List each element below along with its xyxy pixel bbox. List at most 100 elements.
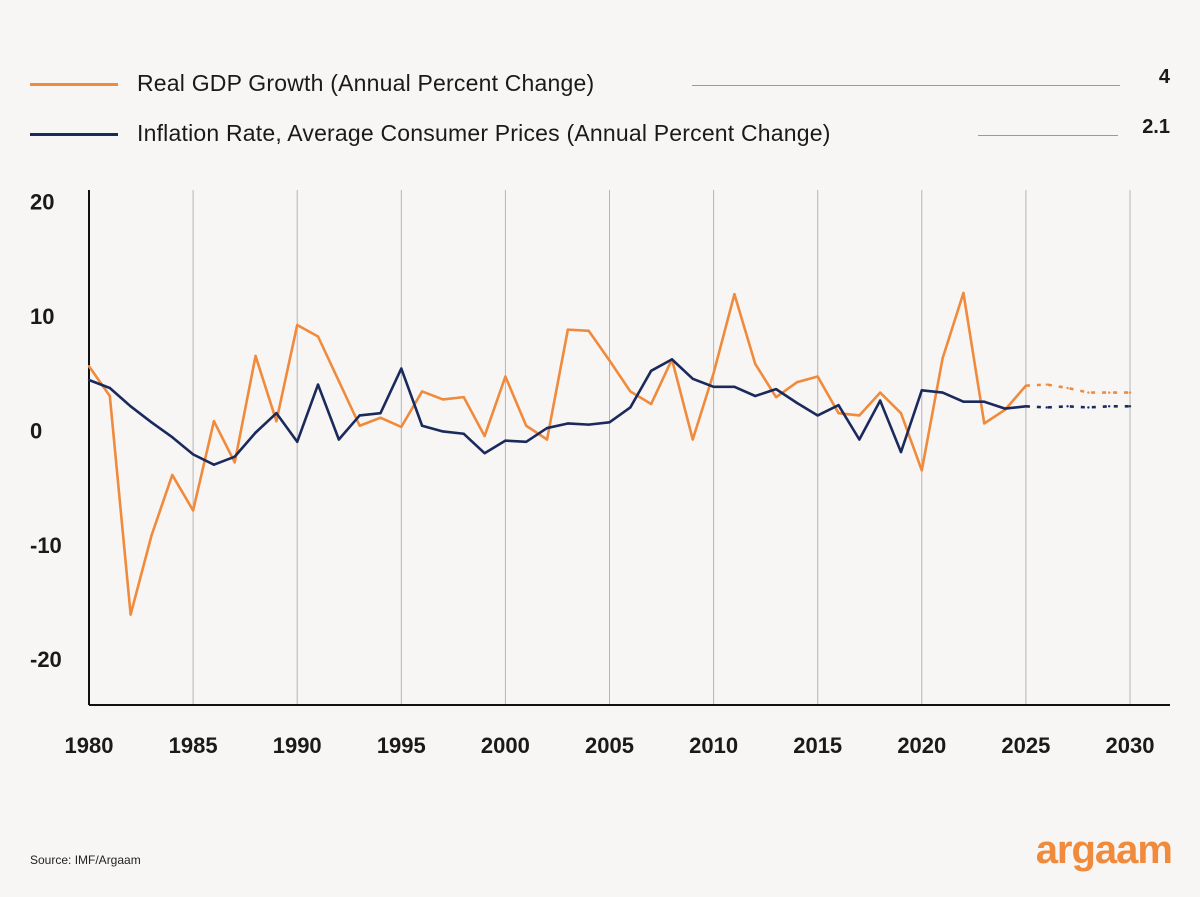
axes xyxy=(88,190,1170,706)
argaam-logo: argaam xyxy=(1035,828,1173,872)
data-point xyxy=(566,422,570,425)
data-point xyxy=(337,438,341,441)
data-point xyxy=(691,438,694,441)
x-tick-label: 2025 xyxy=(1001,733,1050,758)
data-point xyxy=(212,463,216,466)
data-point xyxy=(733,385,736,389)
data-point xyxy=(545,426,549,430)
data-point xyxy=(1066,405,1069,408)
data-point xyxy=(858,438,861,441)
data-point xyxy=(379,416,382,419)
legend-value-gdp: 4 xyxy=(1158,66,1170,88)
data-point xyxy=(733,292,736,296)
series-line-inflation xyxy=(88,358,1027,466)
data-point xyxy=(191,453,195,456)
data-point xyxy=(899,450,903,454)
grid-lines xyxy=(192,190,1131,705)
x-tick-label: 2010 xyxy=(689,733,738,758)
data-point xyxy=(379,411,382,415)
x-tick-label: 2005 xyxy=(585,733,634,758)
data-point xyxy=(858,414,861,417)
data-point xyxy=(920,389,923,392)
data-point xyxy=(962,291,965,295)
data-point xyxy=(608,421,611,424)
legend-swatch-inflation xyxy=(30,133,118,136)
data-point xyxy=(837,403,840,407)
data-point xyxy=(525,440,528,443)
data-point xyxy=(941,357,944,360)
x-tick-label: 2030 xyxy=(1106,733,1155,758)
y-tick-label: -10 xyxy=(30,533,62,558)
data-point xyxy=(254,354,257,358)
data-point xyxy=(1003,407,1007,410)
data-point xyxy=(129,613,132,616)
data-point xyxy=(754,394,757,398)
data-point xyxy=(525,424,528,427)
y-tick-label: -20 xyxy=(30,647,62,672)
data-point xyxy=(962,400,965,403)
data-point xyxy=(816,375,819,378)
data-point xyxy=(316,383,320,386)
data-point xyxy=(358,414,361,417)
source-note: Source: IMF/Argaam xyxy=(30,853,141,867)
x-tick-label: 2015 xyxy=(793,733,842,758)
data-point xyxy=(649,402,653,406)
y-tick-label: 0 xyxy=(30,418,42,443)
data-point xyxy=(483,434,486,438)
data-point xyxy=(462,432,465,435)
data-point xyxy=(296,323,299,327)
data-point xyxy=(712,385,715,389)
data-point xyxy=(878,391,882,394)
data-point xyxy=(171,473,174,477)
data-point xyxy=(1045,406,1048,409)
y-tick-label: 20 xyxy=(30,189,54,214)
data-point xyxy=(275,419,278,423)
data-point xyxy=(1087,406,1090,409)
data-point xyxy=(275,411,278,415)
legend-value-inflation: 2.1 xyxy=(1142,116,1170,138)
data-point xyxy=(670,358,674,361)
data-point xyxy=(441,398,445,401)
data-point xyxy=(1045,383,1048,386)
x-tick-label: 2000 xyxy=(481,733,530,758)
data-point xyxy=(545,438,549,441)
data-point xyxy=(150,421,153,424)
data-point xyxy=(837,411,840,415)
data-point xyxy=(774,395,778,399)
data-point xyxy=(795,401,799,405)
legend-swatch-gdp xyxy=(30,83,118,86)
data-point xyxy=(358,424,361,427)
data-point xyxy=(1107,405,1111,408)
legend-label-gdp: Real GDP Growth (Annual Percent Change) xyxy=(137,70,595,96)
data-point xyxy=(254,431,257,434)
tick-labels: 1980 1985 1990 1995 2000 2005 2010 2015 2020 2025… xyxy=(30,189,1154,758)
data-point xyxy=(337,379,341,383)
data-point xyxy=(129,405,132,408)
data-point xyxy=(296,440,299,443)
data-point xyxy=(983,422,986,425)
data-point xyxy=(774,387,778,391)
data-point xyxy=(691,377,694,381)
x-tick-label: 1980 xyxy=(65,733,114,758)
data-point xyxy=(795,381,799,384)
data-point xyxy=(1107,391,1111,394)
data-point xyxy=(920,469,923,472)
data-point xyxy=(191,509,195,512)
x-tick-label: 1990 xyxy=(273,733,322,758)
data-point xyxy=(212,419,216,423)
data-point xyxy=(420,424,424,427)
data-point xyxy=(1128,391,1132,394)
data-point xyxy=(504,375,507,378)
data-point xyxy=(983,400,986,403)
data-point xyxy=(441,430,445,433)
data-point xyxy=(400,425,403,429)
data-point xyxy=(649,369,653,373)
data-point xyxy=(587,329,590,332)
data-point xyxy=(899,411,903,415)
data-point xyxy=(566,328,570,331)
data-point xyxy=(1024,384,1028,387)
series-projection-gdp xyxy=(1025,383,1130,394)
data-point xyxy=(108,386,112,390)
data-point xyxy=(712,371,715,375)
series-line-gdp xyxy=(87,291,1027,616)
